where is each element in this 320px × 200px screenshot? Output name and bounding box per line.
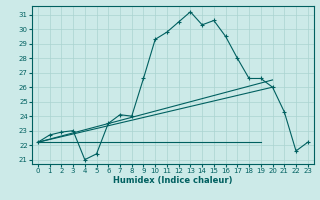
X-axis label: Humidex (Indice chaleur): Humidex (Indice chaleur) — [113, 176, 233, 185]
